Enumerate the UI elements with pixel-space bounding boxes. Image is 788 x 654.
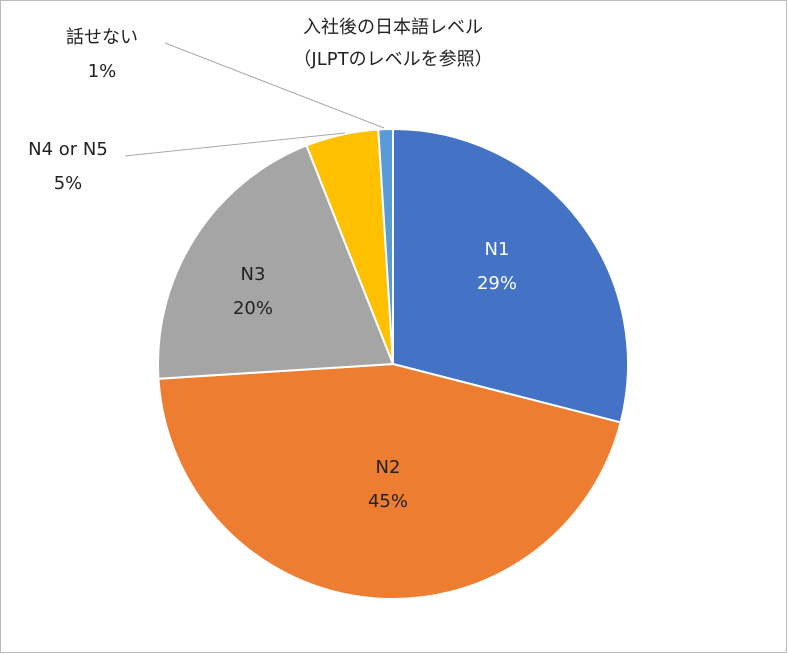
chart-title: 入社後の日本語レベル [303, 17, 483, 38]
slice-value-label: 45% [368, 491, 408, 512]
slice-value-label: 1% [88, 61, 117, 82]
slice-category-label: N3 [241, 264, 266, 285]
slice-value-label: 29% [477, 273, 517, 294]
slice-value-label: 20% [233, 298, 273, 319]
chart-subtitle: （JLPTのレベルを参照） [293, 49, 492, 70]
slice-category-label: N4 or N5 [28, 139, 108, 160]
pie-slice [392, 127, 629, 424]
slice-category-label: 話せない [66, 27, 138, 48]
pie-slice [157, 144, 395, 380]
slice-category-label: N2 [376, 457, 401, 478]
slice-value-label: 5% [54, 173, 83, 194]
pie-slice [377, 127, 394, 365]
leader-line [164, 42, 385, 129]
pie-slice [157, 362, 622, 600]
leader-line [124, 132, 346, 157]
slice-category-label: N1 [485, 239, 510, 260]
